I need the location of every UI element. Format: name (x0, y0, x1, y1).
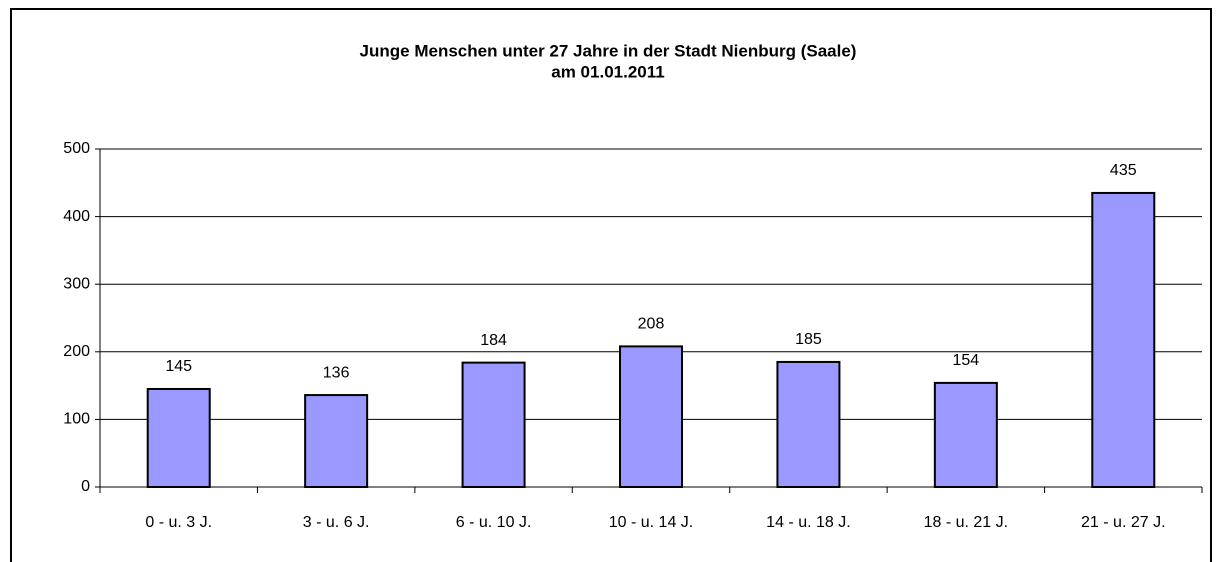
x-tick-label: 18 - u. 21 J. (924, 514, 1009, 531)
x-tick-label: 21 - u. 27 J. (1081, 514, 1166, 531)
x-tick-label: 3 - u. 6 J. (303, 514, 370, 531)
data-label: 154 (953, 352, 980, 369)
x-tick-label: 0 - u. 3 J. (145, 514, 212, 531)
bar (304, 394, 369, 488)
x-tick-label: 14 - u. 18 J. (766, 514, 851, 531)
y-tick-label: 0 (81, 478, 90, 495)
bar (1091, 191, 1156, 488)
bar (461, 361, 526, 488)
chart-border (10, 8, 1212, 562)
data-label: 136 (323, 364, 350, 381)
bar (933, 381, 998, 488)
x-tick-label: 10 - u. 14 J. (609, 514, 694, 531)
bar (776, 360, 841, 488)
y-tick-label: 400 (63, 208, 90, 225)
data-label: 208 (638, 316, 665, 333)
data-label: 145 (165, 358, 192, 375)
data-label: 435 (1110, 162, 1137, 179)
y-tick-label: 300 (63, 275, 90, 292)
x-tick-label: 6 - u. 10 J. (456, 514, 532, 531)
data-label: 184 (480, 332, 507, 349)
data-label: 185 (795, 331, 822, 348)
chart-subtitle: am 01.01.2011 (551, 62, 664, 81)
y-tick-label: 500 (63, 140, 90, 157)
bar (146, 387, 211, 489)
y-tick-label: 100 (63, 411, 90, 428)
chart-title: Junge Menschen unter 27 Jahre in der Sta… (360, 41, 857, 60)
y-tick-label: 200 (63, 343, 90, 360)
bar (619, 345, 683, 488)
